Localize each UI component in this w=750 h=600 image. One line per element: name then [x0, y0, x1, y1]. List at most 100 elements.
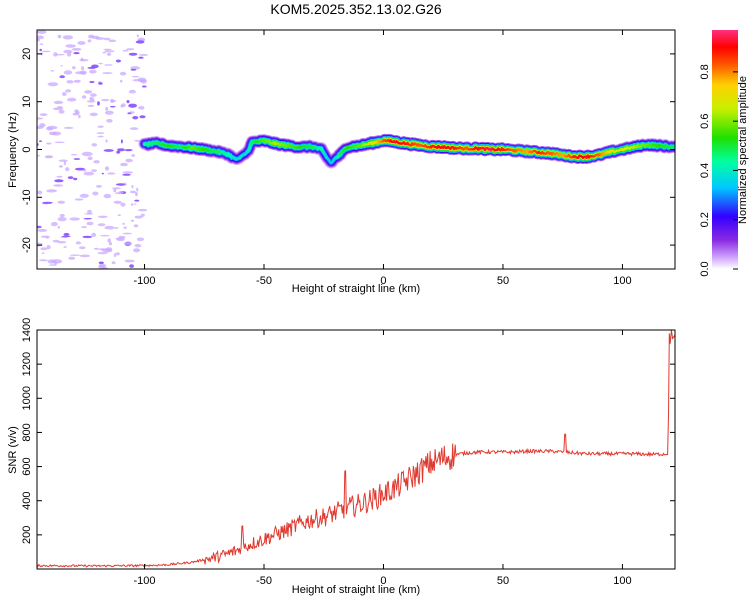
snr-series-line	[37, 330, 675, 568]
y-tick-label: 10	[21, 96, 33, 108]
noise-speckle	[63, 232, 70, 236]
noise-speckle	[89, 112, 98, 117]
noise-speckle	[91, 143, 98, 147]
noise-speckle	[122, 222, 125, 225]
ridge-point	[166, 144, 170, 148]
noise-speckle	[57, 217, 67, 222]
noise-speckle	[120, 162, 128, 167]
noise-speckle	[66, 80, 74, 84]
noise-speckle	[39, 43, 44, 45]
chart-title: KOM5.2025.352.13.02.G26	[270, 1, 441, 17]
noise-speckle	[39, 123, 46, 128]
noise-speckle	[120, 139, 123, 144]
noise-speckle	[57, 225, 60, 229]
x-tick-label: 0	[380, 275, 386, 287]
noise-speckle	[61, 92, 67, 96]
noise-speckle	[97, 135, 104, 138]
colorbar-tick-label: 0.4	[699, 163, 711, 178]
noise-speckle	[124, 259, 135, 263]
noise-speckle	[68, 256, 76, 260]
noise-speckle	[93, 247, 100, 250]
noise-speckle	[111, 187, 122, 190]
ridge-point	[155, 141, 158, 145]
noise-speckle	[87, 209, 92, 214]
noise-speckle	[120, 79, 123, 83]
noise-speckle	[37, 30, 47, 34]
x-tick-label: -50	[256, 575, 272, 587]
noise-speckle	[128, 89, 136, 94]
noise-speckle	[126, 48, 135, 51]
noise-speckle	[103, 48, 112, 51]
noise-speckle	[40, 247, 48, 251]
noise-speckle	[133, 224, 139, 228]
noise-speckle	[97, 223, 106, 227]
snr-panel: -100 -50 0 50 100 200 400 600 800 1000 1200 1400 H…	[7, 318, 676, 596]
noise-speckle	[117, 214, 122, 217]
noise-speckle	[139, 115, 146, 119]
ridge-point	[597, 153, 600, 157]
noise-speckle	[37, 117, 44, 120]
y-tick-label: 20	[21, 48, 33, 60]
noise-speckle	[111, 261, 116, 265]
noise-speckle	[53, 107, 64, 111]
noise-speckle	[59, 75, 65, 79]
noise-speckle	[57, 241, 67, 244]
ridge-point	[573, 155, 577, 159]
ridge-point	[453, 146, 457, 150]
noise-speckle	[73, 52, 80, 55]
snr-y-ticks: 200 400 600 800 1000 1200 1400	[21, 318, 675, 544]
y-tick-label: -10	[21, 189, 33, 205]
noise-speckle	[98, 62, 103, 65]
noise-speckle	[67, 97, 77, 102]
noise-speckle	[91, 169, 97, 173]
ridge-point	[393, 140, 397, 144]
ridge-point	[324, 155, 328, 159]
noise-speckle	[87, 39, 92, 43]
noise-speckle	[53, 52, 58, 57]
noise-speckle	[77, 41, 86, 45]
noise-speckle	[57, 34, 62, 39]
noise-speckle	[89, 81, 95, 83]
noise-speckle	[119, 71, 127, 76]
x-tick-label: 50	[497, 275, 509, 287]
noise-speckle	[130, 219, 134, 222]
noise-speckle	[73, 158, 81, 160]
noise-speckle	[122, 232, 132, 235]
ridge-point	[382, 138, 385, 142]
noise-speckle	[136, 237, 145, 242]
noise-speckle	[63, 49, 73, 54]
noise-speckle	[104, 50, 115, 53]
noise-speckle	[120, 202, 126, 207]
noise-speckle	[98, 82, 103, 85]
ridge-point	[585, 155, 589, 159]
noise-speckle	[108, 39, 117, 43]
ridge-point	[238, 156, 242, 160]
noise-speckle	[91, 232, 97, 237]
noise-speckle	[124, 149, 133, 152]
noise-speckle	[103, 149, 114, 152]
spectrogram-y-ticks: -20 -10 0 10 20	[21, 48, 675, 253]
ridge-point	[632, 145, 636, 149]
noise-speckle	[135, 192, 138, 197]
ridge-point	[250, 140, 254, 144]
noise-speckle	[83, 217, 93, 220]
noise-speckle	[84, 213, 94, 215]
noise-speckle	[80, 57, 84, 62]
noise-speckle	[81, 66, 85, 71]
noise-speckle	[79, 193, 89, 198]
noise-speckle	[63, 70, 73, 75]
noise-speckle	[79, 59, 89, 62]
noise-speckle	[136, 34, 139, 38]
noise-speckle	[48, 264, 57, 266]
snr-x-axis-label: Height of straight line (km)	[292, 584, 420, 596]
noise-speckle	[63, 160, 66, 166]
noise-speckle	[89, 69, 97, 74]
noise-speckle	[41, 252, 45, 255]
spectrogram-x-ticks: -100 -50 0 50 100	[134, 30, 632, 287]
ridge-point	[233, 157, 237, 161]
ridge-point	[549, 151, 553, 155]
ridge-point	[405, 142, 409, 146]
noise-speckle	[117, 148, 125, 152]
ridge-point	[644, 143, 648, 147]
noise-speckle	[53, 184, 64, 187]
